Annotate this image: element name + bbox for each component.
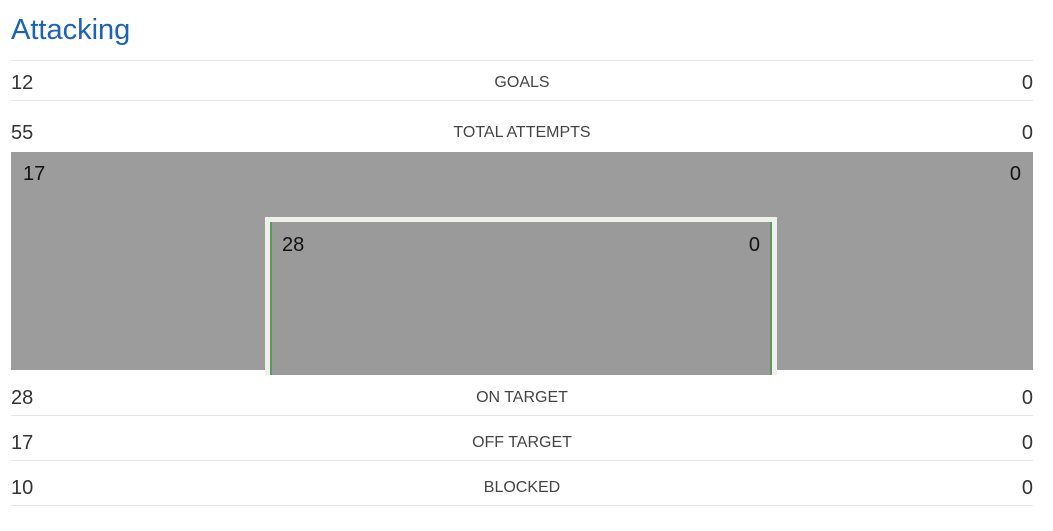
attempts-pitch-graphic: 17 0 28 0 bbox=[11, 152, 1033, 375]
outside-box-home-value: 17 bbox=[23, 163, 46, 185]
stat-row-total-attempts: 55 TOTAL ATTEMPTS 0 bbox=[11, 118, 1033, 148]
divider bbox=[11, 505, 1033, 506]
stat-row-goals: 12 GOALS 0 bbox=[11, 68, 1033, 98]
home-value: 55 bbox=[11, 122, 34, 144]
stat-row-off-target: 17 OFF TARGET 0 bbox=[11, 428, 1033, 458]
home-value: 10 bbox=[11, 477, 34, 499]
home-value: 28 bbox=[11, 387, 34, 409]
away-value: 0 bbox=[1021, 432, 1033, 454]
section-title: Attacking bbox=[11, 14, 131, 46]
away-value: 0 bbox=[1021, 72, 1033, 94]
divider bbox=[11, 415, 1033, 416]
stat-label: ON TARGET bbox=[476, 389, 568, 406]
stat-label: GOALS bbox=[494, 74, 550, 91]
home-value: 12 bbox=[11, 72, 34, 94]
stat-row-on-target: 28 ON TARGET 0 bbox=[11, 383, 1033, 413]
away-value: 0 bbox=[1021, 122, 1033, 144]
away-value: 0 bbox=[1021, 477, 1033, 499]
divider bbox=[11, 60, 1033, 61]
goal-frame: 28 0 bbox=[265, 217, 777, 375]
divider bbox=[11, 460, 1033, 461]
away-value: 0 bbox=[1021, 387, 1033, 409]
divider bbox=[11, 100, 1033, 101]
stat-row-blocked: 10 BLOCKED 0 bbox=[11, 473, 1033, 503]
goal-home-value: 28 bbox=[282, 234, 305, 256]
goal-away-value: 0 bbox=[748, 234, 760, 256]
stat-label: BLOCKED bbox=[483, 479, 561, 496]
stat-label: OFF TARGET bbox=[472, 434, 572, 451]
stat-label: TOTAL ATTEMPTS bbox=[453, 124, 591, 141]
home-value: 17 bbox=[11, 432, 34, 454]
outside-box-away-value: 0 bbox=[1009, 163, 1021, 185]
